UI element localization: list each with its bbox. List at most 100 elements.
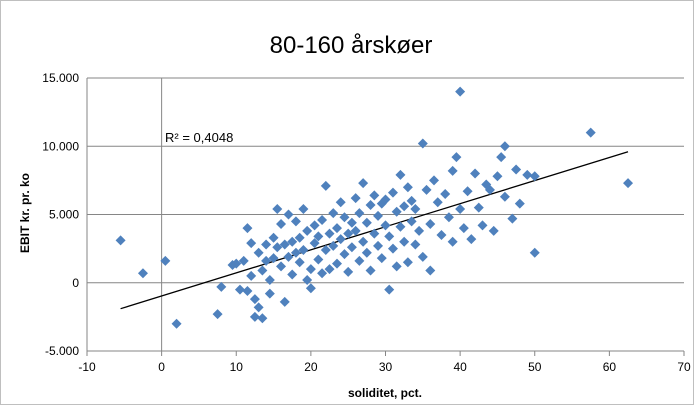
data-point [343, 228, 354, 239]
data-point [484, 184, 495, 195]
data-point [425, 219, 436, 230]
data-point [137, 268, 148, 279]
data-point [410, 204, 421, 215]
x-tick-label: 40 [453, 360, 467, 374]
data-point [317, 214, 328, 225]
data-point [279, 239, 290, 250]
data-point [477, 220, 488, 231]
data-point [373, 210, 384, 221]
data-point [361, 217, 372, 228]
data-point [458, 223, 469, 234]
data-point [302, 225, 313, 236]
data-point [447, 236, 458, 247]
y-tick-label: 10.000 [42, 139, 79, 153]
x-tick-label: 60 [603, 360, 617, 374]
x-tick-label: 70 [677, 360, 691, 374]
data-point [373, 240, 384, 251]
data-point [358, 236, 369, 247]
data-point [399, 236, 410, 247]
data-point [268, 232, 279, 243]
data-point [305, 283, 316, 294]
r-squared-annotation: R² = 0,4048 [165, 130, 233, 145]
data-point [499, 191, 510, 202]
x-tick-label: 20 [304, 360, 318, 374]
data-point [417, 138, 428, 149]
data-point [529, 171, 540, 182]
x-axis-title: soliditet, pct. [348, 386, 422, 400]
data-points [115, 86, 634, 329]
data-point [488, 225, 499, 236]
tick-labels: -5.000 0 5.000 10.000 15.000 -10 0 10 20 30 40 50 60… [42, 71, 691, 374]
data-point [313, 231, 324, 242]
y-tick-label: 0 [72, 276, 79, 290]
data-point [212, 309, 223, 320]
y-tick-label: -5.000 [45, 344, 79, 358]
data-point [294, 257, 305, 268]
data-point [451, 152, 462, 163]
data-point [369, 190, 380, 201]
data-point [455, 86, 466, 97]
data-point [384, 231, 395, 242]
data-point [395, 169, 406, 180]
data-point [399, 201, 410, 212]
data-point [346, 217, 357, 228]
data-point [283, 251, 294, 262]
data-point [350, 225, 361, 236]
data-point [514, 198, 525, 209]
data-point [499, 141, 510, 152]
data-point [380, 194, 391, 205]
data-point [324, 228, 335, 239]
data-point [365, 199, 376, 210]
data-point [585, 127, 596, 138]
y-axis-title: EBIT kr. pr. ko [18, 173, 32, 253]
data-point [320, 244, 331, 255]
data-point [623, 178, 634, 189]
data-point [261, 255, 272, 266]
data-point [436, 229, 447, 240]
x-tick-label: 30 [379, 360, 393, 374]
data-point [402, 257, 413, 268]
data-point [462, 186, 473, 197]
data-point [473, 202, 484, 213]
data-point [331, 223, 342, 234]
data-point [387, 187, 398, 198]
x-tick-label: -10 [78, 360, 96, 374]
data-point [414, 225, 425, 236]
data-point [257, 313, 268, 324]
data-point [234, 284, 245, 295]
data-point [264, 288, 275, 299]
data-point [238, 255, 249, 266]
data-point [242, 223, 253, 234]
data-point [160, 255, 171, 266]
data-point [369, 228, 380, 239]
data-point [246, 270, 257, 281]
data-point [391, 206, 402, 217]
data-point [216, 281, 227, 292]
data-point [242, 285, 253, 296]
data-point [290, 216, 301, 227]
data-point [231, 258, 242, 269]
data-point [290, 247, 301, 258]
y-tick-label: 5.000 [49, 208, 79, 222]
gridlines [87, 77, 684, 352]
data-point [272, 242, 283, 253]
data-point [417, 251, 428, 262]
data-point [432, 197, 443, 208]
data-point [249, 294, 260, 305]
data-point [447, 165, 458, 176]
data-point [354, 208, 365, 219]
x-tick-label: 50 [528, 360, 542, 374]
data-point [305, 264, 316, 275]
data-point [496, 152, 507, 163]
data-point [440, 189, 451, 200]
data-point [391, 261, 402, 272]
data-point [402, 182, 413, 193]
data-point [425, 265, 436, 276]
data-point [522, 169, 533, 180]
data-point [272, 204, 283, 215]
data-point [429, 175, 440, 186]
data-point [294, 232, 305, 243]
data-point [276, 219, 287, 230]
chart-title: 80-160 årskøer [270, 32, 433, 59]
